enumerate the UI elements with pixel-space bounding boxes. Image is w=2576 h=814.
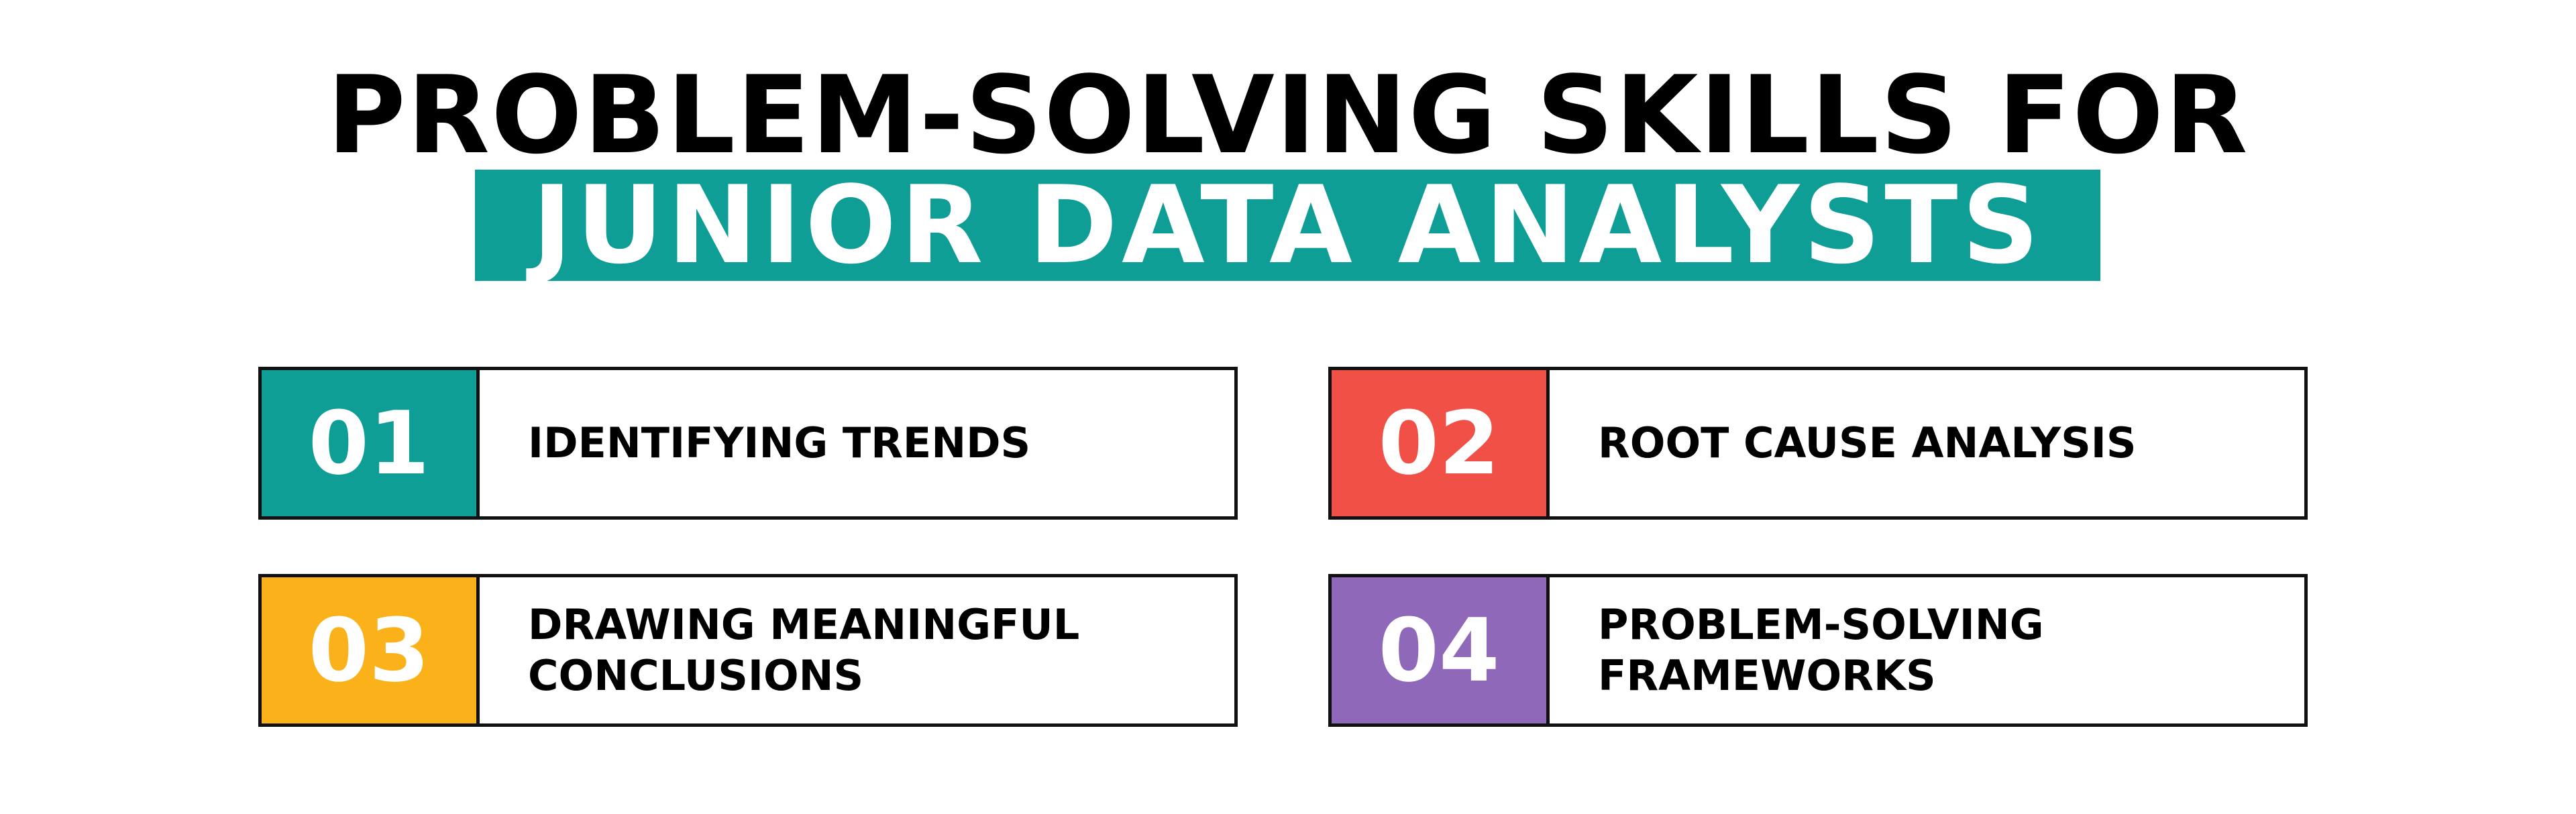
title-band: JUNIOR DATA ANALYSTS (475, 170, 2100, 281)
title-line-2: JUNIOR DATA ANALYSTS (532, 162, 2043, 288)
skill-card-3: 03 DRAWING MEANINGFUL CONCLUSIONS (258, 574, 1238, 727)
skill-card-4: 04 PROBLEM-SOLVING FRAMEWORKS (1328, 574, 2308, 727)
skill-number: 02 (1332, 370, 1550, 516)
title-line-1: PROBLEM-SOLVING SKILLS FOR (327, 52, 2249, 178)
skill-number: 03 (262, 577, 480, 723)
skill-label: DRAWING MEANINGFUL CONCLUSIONS (528, 600, 1080, 700)
skill-label: ROOT CAUSE ANALYSIS (1598, 418, 2137, 467)
skill-card-2: 02 ROOT CAUSE ANALYSIS (1328, 367, 2308, 520)
skill-label: PROBLEM-SOLVING FRAMEWORKS (1598, 600, 2044, 700)
skill-number: 01 (262, 370, 480, 516)
skill-card-1: 01 IDENTIFYING TRENDS (258, 367, 1238, 520)
skill-number: 04 (1332, 577, 1550, 723)
skill-label: IDENTIFYING TRENDS (528, 418, 1031, 467)
